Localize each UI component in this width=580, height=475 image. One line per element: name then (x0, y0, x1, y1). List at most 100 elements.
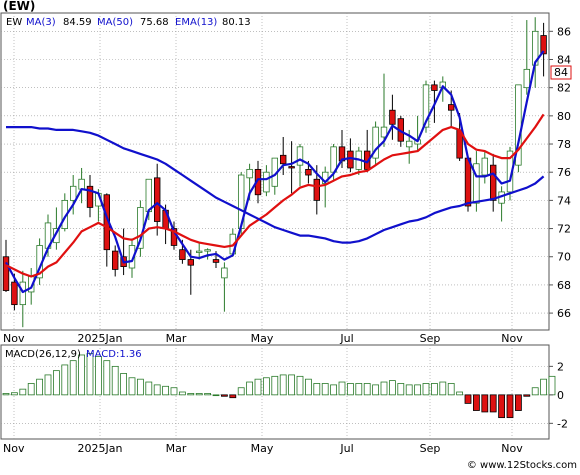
macd-x-tick-label: Sep (420, 442, 441, 455)
candle-body-down (447, 104, 455, 111)
candle (288, 141, 295, 194)
price-x-tick-label: Sep (420, 332, 441, 345)
macd-bar (27, 383, 35, 396)
candle-body-up (473, 163, 480, 204)
price-x-ticks: Nov 2025Jan Mar May Jul Sep Nov (3, 332, 523, 345)
candle-body-up (195, 250, 203, 253)
macd-bar (19, 388, 27, 396)
footer-credit: © www.12Stocks.com (467, 460, 577, 471)
candle (431, 80, 438, 123)
macd-bar (363, 383, 371, 396)
macd-bar (523, 394, 531, 397)
macd-bar (548, 375, 556, 396)
macd-bar (330, 384, 338, 396)
candle-body-down (187, 259, 194, 266)
price-y-tick-label: 82 (557, 82, 571, 95)
macd-bar (456, 391, 464, 396)
candle-body-up (481, 157, 488, 176)
macd-y-tick-label: -2 (557, 417, 568, 430)
legend-ma50: MA(50) (97, 17, 133, 28)
macd-bar (288, 374, 296, 396)
last-price-tag-box (550, 65, 572, 80)
price-x-tick-label: Mar (166, 332, 187, 345)
macd-bar (262, 377, 270, 396)
legend-ema13: EMA(13) (175, 17, 217, 28)
candle-body-down (313, 178, 320, 201)
candle-body-down (112, 250, 119, 270)
price-x-tick-label: May (251, 332, 274, 345)
macd-bar (540, 378, 547, 396)
candle-body-down (540, 35, 547, 55)
macd-bar (111, 365, 119, 396)
macd-bar (10, 392, 18, 396)
candle (70, 175, 77, 215)
price-y-tick-label: 80 (557, 110, 571, 123)
macd-bar (279, 374, 287, 396)
macd-legend-label: MACD(26,12,9) (5, 349, 81, 360)
macd-bar (313, 383, 321, 396)
candle-body-down (212, 259, 220, 263)
macd-bar (422, 383, 430, 396)
macd-bar (237, 387, 245, 396)
price-y-tick-label: 74 (557, 194, 571, 207)
macd-bar (86, 353, 94, 396)
candle-body-up (296, 146, 304, 166)
macd-bar (439, 381, 447, 396)
macd-legend-value: MACD:1.36 (86, 349, 142, 360)
macd-bar (498, 394, 506, 419)
price-legend: EW MA(3) 84.59 MA(50) 75.68 EMA(13) 80.1… (6, 17, 251, 28)
macd-bar (36, 378, 43, 396)
ema13-line (5, 113, 545, 278)
macd-bar (145, 381, 153, 396)
price-y-tick-label: 86 (557, 25, 571, 38)
candle-body-up (422, 84, 430, 128)
price-x-tick-label: Nov (3, 332, 25, 345)
macd-bar (447, 383, 455, 396)
candle (195, 242, 203, 260)
legend-ma3: MA(3) (26, 17, 56, 28)
price-grid (1, 13, 549, 330)
macd-bar (229, 394, 237, 399)
candles (2, 17, 547, 328)
candle-body-up (78, 178, 85, 190)
macd-bar (78, 354, 85, 396)
price-y-tick-label: 68 (557, 279, 571, 292)
price-y-tick-label: 76 (557, 166, 571, 179)
candle (296, 144, 304, 187)
macd-bar (95, 355, 102, 396)
candle (19, 270, 26, 328)
candle-body-down (86, 185, 94, 208)
candle-body-down (464, 157, 472, 207)
macd-bar (414, 384, 422, 396)
macd-bar (464, 394, 472, 404)
candle-body-down (279, 154, 287, 165)
macd-bar (128, 377, 136, 396)
candle (137, 200, 144, 257)
ma3-line (5, 50, 545, 294)
macd-bar (162, 385, 170, 396)
macd-bar (304, 378, 312, 396)
candle-body-up (19, 281, 26, 306)
price-y-tick-label: 70 (557, 251, 571, 264)
macd-bar (120, 373, 127, 396)
legend-ma50-value: 75.68 (140, 17, 169, 28)
price-x-tick-label: 2025Jan (78, 332, 123, 345)
candle-body-up (380, 126, 388, 138)
macd-bar (531, 387, 539, 396)
price-y-tick-label: 66 (557, 307, 571, 320)
legend-ema13-value: 80.13 (222, 17, 251, 28)
macd-x-tick-label: May (251, 442, 274, 455)
macd-bar (53, 370, 60, 396)
macd-x-tick-label: Nov (3, 442, 25, 455)
candle (372, 121, 379, 166)
candle (481, 151, 488, 184)
price-y-tick-label: 78 (557, 138, 571, 151)
macd-bar (153, 384, 161, 396)
macd-x-tick-label: Jul (339, 442, 353, 455)
macd-bar (2, 393, 10, 396)
legend-ma3-value: 84.59 (63, 17, 92, 28)
macd-bar (397, 383, 405, 396)
macd-x-tick-label: 2025Jan (78, 442, 123, 455)
macd-bar (103, 360, 111, 396)
macd-bar (254, 378, 262, 396)
